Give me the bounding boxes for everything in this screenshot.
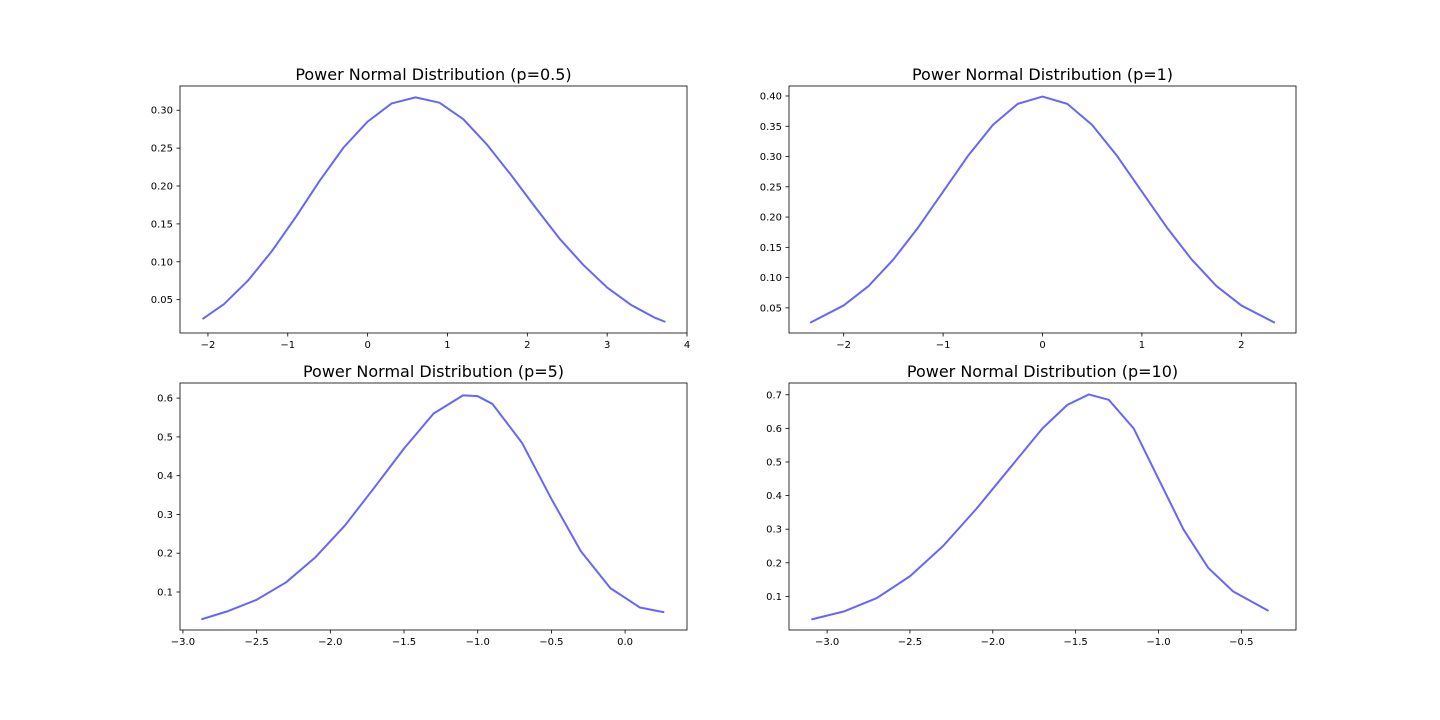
chart-title: Power Normal Distribution (p=10) [907,362,1178,381]
y-tick-label: 0.3 [157,510,173,521]
x-tick-label: −0.5 [1229,637,1253,648]
y-tick-label: 0.20 [760,213,782,224]
y-tick-label: 0.6 [157,394,173,405]
series-line-0 [811,393,1269,621]
x-tick-label: 4 [684,340,690,351]
series-line-0 [202,96,666,323]
chart-title: Power Normal Distribution (p=0.5) [295,65,571,84]
y-tick-label: 0.10 [151,257,173,268]
x-tick-label: 1 [1139,340,1145,351]
x-tick-label: −1.5 [1063,637,1087,648]
y-tick-label: 0.25 [151,144,173,155]
x-tick-label: 1 [444,340,450,351]
x-tick-label: −2.0 [318,637,342,648]
x-tick-label: −3.0 [815,637,839,648]
y-tick-label: 0.3 [766,525,782,536]
x-tick-label: −0.5 [539,637,563,648]
y-tick-label: 0.10 [760,273,782,284]
y-tick-label: 0.05 [151,295,173,306]
subplot-2: Power Normal Distribution (p=5) −3.0 −2.5 −… [157,362,688,648]
y-tick-label: 0.4 [157,471,173,482]
x-tick-label: −1.0 [1146,637,1170,648]
axes-frame [179,85,688,334]
x-tick-label: 2 [524,340,530,351]
y-tick-label: 0.1 [157,588,173,599]
y-tick-label: 0.7 [766,390,782,401]
chart-title: Power Normal Distribution (p=5) [303,362,564,381]
y-tick-label: 0.40 [760,91,782,102]
y-tick-label: 0.05 [760,303,782,314]
y-tick-label: 0.30 [151,106,173,117]
y-tick-label: 0.20 [151,182,173,193]
y-tick-label: 0.15 [760,243,782,254]
x-tick-label: −1 [936,340,951,351]
x-tick-label: −2 [201,340,216,351]
y-tick-label: 0.5 [766,457,782,468]
x-tick-label: −1 [280,340,295,351]
x-tick-label: −3.0 [171,637,195,648]
chart-title: Power Normal Distribution (p=1) [912,65,1173,84]
axes-frame [788,382,1297,631]
y-tick-label: 0.35 [760,122,782,133]
axes-frame [179,382,688,631]
x-tick-label: −2.5 [898,637,922,648]
y-tick-label: 0.1 [766,592,782,603]
y-tick-label: 0.30 [760,152,782,163]
y-tick-label: 0.15 [151,219,173,230]
subplot-1: Power Normal Distribution (p=1) −2 −1 0 1 2 0.… [760,65,1297,351]
subplot-0: Power Normal Distribution (p=0.5) −2 −1 0 1 2… [151,65,690,351]
subplot-3: Power Normal Distribution (p=10) −3.0 −2.5… [766,362,1297,648]
series-line-0 [809,95,1276,324]
y-tick-label: 0.5 [157,432,173,443]
y-tick-label: 0.25 [760,182,782,193]
x-tick-label: 0 [364,340,370,351]
x-tick-label: 0.0 [617,637,633,648]
x-tick-label: 3 [604,340,610,351]
y-tick-label: 0.6 [766,424,782,435]
x-tick-label: −2.5 [244,637,268,648]
x-tick-label: −1.0 [466,637,490,648]
x-tick-label: −1.5 [392,637,416,648]
y-tick-label: 0.4 [766,491,782,502]
series-line-0 [201,394,665,621]
x-tick-label: −2 [836,340,851,351]
x-tick-label: 2 [1238,340,1244,351]
x-tick-label: −2.0 [981,637,1005,648]
x-tick-label: 0 [1039,340,1045,351]
y-tick-label: 0.2 [157,549,173,560]
subplot-grid: Power Normal Distribution (p=0.5) −2 −1 0 1 2… [151,65,1297,648]
y-tick-label: 0.2 [766,558,782,569]
